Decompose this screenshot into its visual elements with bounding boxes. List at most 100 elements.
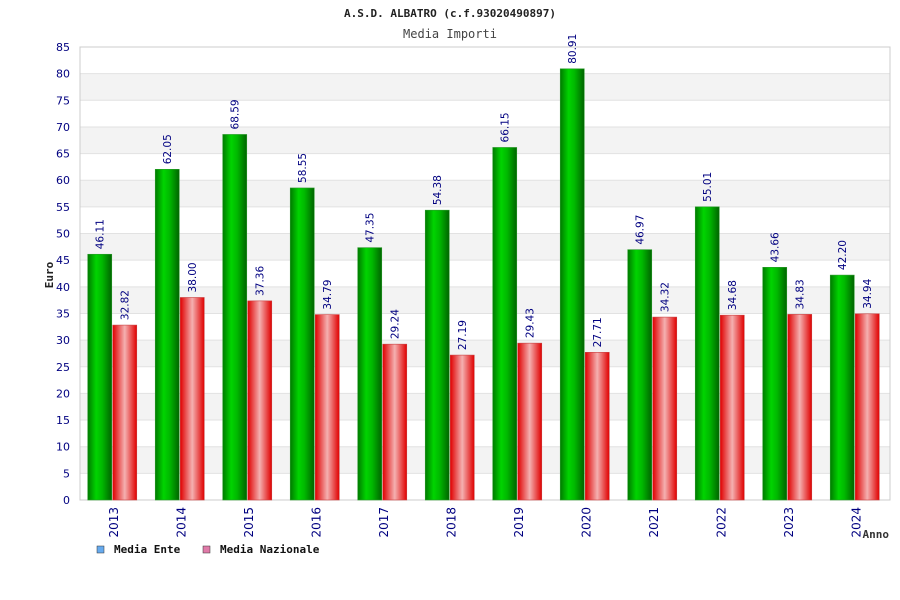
legend-label-media-nazionale: Media Nazionale	[220, 543, 320, 556]
bar-value-label: 43.66	[770, 232, 782, 262]
x-tick-label-2015: 2015	[242, 507, 256, 538]
legend-swatch-media-ente	[96, 545, 105, 554]
bar-value-label: 29.43	[525, 308, 537, 338]
grid-band	[80, 233, 890, 261]
bar-value-label: 66.15	[500, 112, 512, 142]
y-tick-label: 85	[56, 41, 70, 54]
bar-media-nazionale-2018	[449, 354, 475, 501]
grid-band	[80, 180, 890, 207]
bar-media-nazionale-2019	[517, 342, 543, 501]
y-tick-label: 10	[56, 441, 70, 454]
bar-value-label: 34.68	[727, 280, 739, 310]
y-tick-label: 40	[56, 281, 70, 294]
bar-value-label: 58.55	[297, 153, 309, 183]
bar-value-label: 54.38	[432, 175, 444, 205]
bar-media-nazionale-2020	[584, 352, 610, 501]
bar-value-label: 47.35	[365, 213, 377, 243]
bar-media-ente-2021	[627, 249, 653, 501]
y-tick-label: 45	[56, 254, 70, 267]
x-tick-label-2019: 2019	[512, 507, 526, 538]
chart-title: A.S.D. ALBATRO (c.f.93020490897)	[344, 7, 556, 20]
grid-bands	[80, 73, 890, 474]
plot-area-border	[79, 46, 891, 501]
bar-value-label: 68.59	[230, 99, 242, 129]
bar-media-nazionale-2023	[787, 314, 813, 501]
bars	[87, 68, 880, 501]
bar-value-labels: 46.11 32.82 62.05 38.00 68.59 37.36 58.55 34.79…	[95, 34, 875, 350]
y-tick-label: 60	[56, 174, 70, 187]
bar-media-nazionale-2017	[382, 343, 408, 501]
grid-band	[80, 340, 890, 367]
x-tick-label-2024: 2024	[849, 507, 863, 538]
bar-value-label: 27.71	[592, 317, 604, 347]
bar-media-ente-2024	[829, 274, 855, 501]
bar-media-nazionale-2024	[854, 313, 880, 501]
bar-media-nazionale-2014	[179, 297, 205, 501]
y-tick-label: 50	[56, 228, 70, 241]
y-tick-label: 15	[56, 414, 70, 427]
legend: Media Ente Media Nazionale	[96, 543, 320, 556]
bar-media-nazionale-2013	[112, 324, 138, 501]
bar-media-ente-2015	[222, 134, 248, 501]
y-tick-label: 65	[56, 148, 70, 161]
x-axis-ticks: 2013 2014 2015 2016 2017 2018 2019 2020 2021 2022…	[107, 507, 864, 538]
y-tick-label: 5	[63, 467, 70, 480]
bar-media-nazionale-2021	[652, 316, 678, 501]
grid-band	[80, 286, 890, 314]
x-tick-label-2017: 2017	[377, 507, 391, 538]
bar-media-ente-2023	[762, 267, 788, 501]
bar-value-label: 32.82	[120, 290, 132, 320]
legend-label-media-ente: Media Ente	[114, 543, 181, 556]
x-tick-label-2022: 2022	[714, 507, 728, 538]
bar-media-ente-2019	[492, 147, 518, 501]
bar-value-label: 46.97	[635, 215, 647, 245]
bar-media-ente-2022	[694, 206, 720, 501]
grid-band	[80, 73, 890, 101]
y-tick-label: 80	[56, 68, 70, 81]
bar-media-ente-2013	[87, 253, 113, 501]
grid-band	[80, 393, 890, 421]
x-tick-label-2018: 2018	[444, 507, 458, 538]
y-tick-label: 20	[56, 387, 70, 400]
y-tick-label: 75	[56, 94, 70, 107]
bar-value-label: 62.05	[162, 134, 174, 164]
x-tick-label-2020: 2020	[579, 507, 593, 538]
bar-media-ente-2020	[559, 68, 585, 501]
bar-value-label: 80.91	[567, 34, 579, 64]
bar-media-ente-2018	[424, 209, 450, 501]
x-tick-label-2021: 2021	[647, 507, 661, 538]
x-tick-label-2023: 2023	[782, 507, 796, 538]
bar-media-nazionale-2016	[314, 314, 340, 501]
bar-value-label: 34.83	[795, 279, 807, 309]
bar-value-label: 37.36	[255, 266, 267, 296]
x-tick-label-2016: 2016	[309, 507, 323, 538]
bar-value-label: 46.11	[95, 219, 107, 249]
bar-media-ente-2017	[357, 247, 383, 501]
bar-media-nazionale-2022	[719, 314, 745, 501]
bar-value-label: 34.79	[322, 280, 334, 310]
bar-value-label: 34.32	[660, 282, 672, 312]
grid-band	[80, 126, 890, 154]
bar-value-label: 27.19	[457, 320, 469, 350]
bar-media-ente-2016	[289, 187, 315, 501]
bar-value-label: 29.24	[390, 309, 402, 339]
grid-band	[80, 446, 890, 474]
y-tick-label: 25	[56, 361, 70, 374]
bar-value-label: 42.20	[837, 240, 849, 270]
y-tick-label: 55	[56, 201, 70, 214]
bar-value-label: 55.01	[702, 172, 714, 202]
y-tick-label: 30	[56, 334, 70, 347]
bar-value-label: 38.00	[187, 262, 199, 292]
bar-media-ente-2014	[154, 169, 180, 501]
x-axis-label: Anno	[863, 528, 890, 541]
bar-media-nazionale-2015	[247, 300, 273, 501]
y-axis-ticks: 0 5 10 15 20 25 30 35 40 45 50 55 60 65 70 75 80 85	[56, 41, 70, 507]
y-axis-label: Euro	[43, 261, 56, 288]
x-tick-label-2014: 2014	[174, 507, 188, 538]
y-tick-label: 70	[56, 121, 70, 134]
y-tick-label: 35	[56, 307, 70, 320]
legend-swatch-media-nazionale	[202, 545, 211, 554]
y-tick-label: 0	[63, 494, 70, 507]
x-tick-label-2013: 2013	[107, 507, 121, 538]
